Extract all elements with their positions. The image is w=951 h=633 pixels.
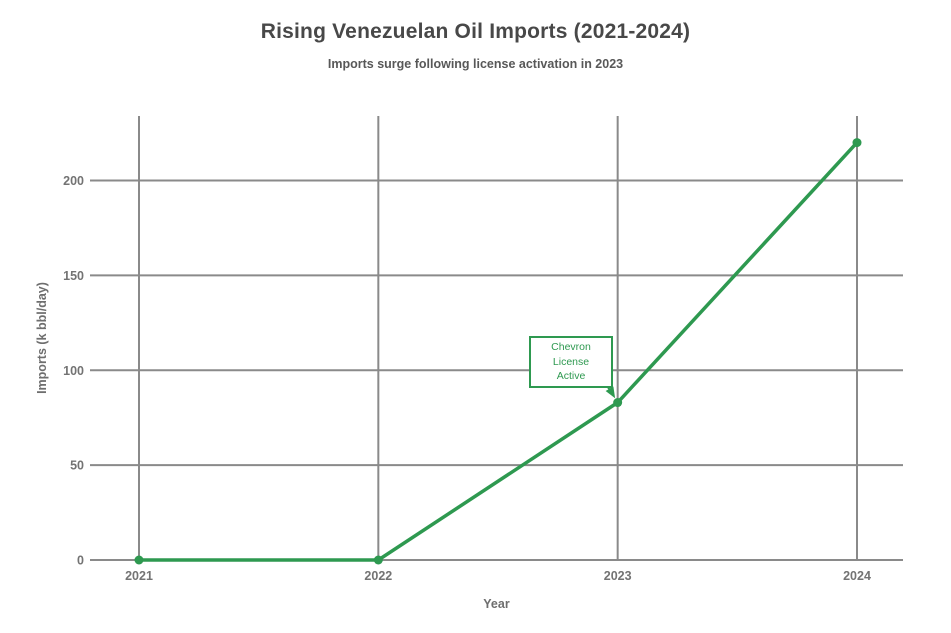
y-tick-label: 50 [70,459,84,473]
chart-subtitle: Imports surge following license activati… [327,57,624,71]
x-tick-label: 2024 [843,569,871,583]
annotation-box: Chevron License Active [529,336,613,389]
y-axis-title: Imports (k bbl/day) [35,282,49,394]
x-tick-label: 2021 [125,569,153,583]
chart-title: Rising Venezuelan Oil Imports (2021-2024… [260,20,691,43]
data-point [373,555,383,565]
y-tick-label: 200 [63,174,84,188]
annotation-arrowhead [605,386,616,399]
x-tick-label: 2022 [364,569,392,583]
data-point [134,555,144,565]
annotation-text-line2: Active [556,370,586,383]
x-tick-label: 2023 [604,569,632,583]
y-tick-label: 150 [63,269,84,283]
x-axis-title: Year [483,597,510,611]
data-point [852,138,862,148]
data-point [613,398,623,408]
annotation-text-line1: Chevron License [551,341,591,368]
data-series-line [137,140,859,562]
y-tick-label: 100 [63,364,84,378]
y-tick-label: 0 [77,554,84,568]
